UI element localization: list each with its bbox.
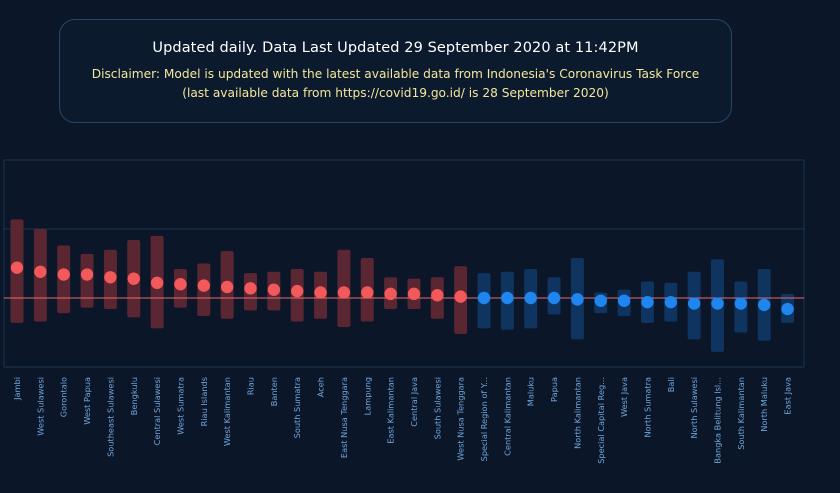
data-point xyxy=(524,291,537,305)
data-point xyxy=(571,293,584,306)
x-tick-label: West Java xyxy=(619,377,629,417)
x-tick-label: East Nusa Tenggara xyxy=(339,377,349,458)
disclaimer-text: Disclaimer: Model is updated with the la… xyxy=(60,65,731,103)
confidence-band xyxy=(80,253,94,308)
data-point xyxy=(734,297,748,310)
data-point xyxy=(267,283,281,296)
data-point xyxy=(431,289,444,302)
data-point xyxy=(127,272,140,285)
x-tick-label: North Maluku xyxy=(759,377,769,432)
data-point xyxy=(454,290,467,303)
data-point xyxy=(291,284,304,298)
chart-grid xyxy=(3,159,805,368)
x-tick-labels: Jambi West Sulawesi Gorontalo West Papua Sou… xyxy=(12,377,793,464)
data-point xyxy=(781,302,794,316)
x-tick-label: North Sumatra xyxy=(642,377,652,437)
x-tick-label: South Sulawesi xyxy=(432,377,442,439)
x-tick-label: Papua xyxy=(549,377,559,402)
data-point xyxy=(594,294,607,307)
x-tick-label: Riau Islands xyxy=(199,377,209,426)
data-point xyxy=(244,282,257,295)
data-point xyxy=(80,268,94,281)
data-point xyxy=(104,271,117,284)
disclaimer-line-1: Disclaimer: Model is updated with the la… xyxy=(91,67,700,81)
x-tick-label: Maluku xyxy=(526,377,536,406)
disclaimer-line-2: (last available data from https://covid1… xyxy=(182,86,609,100)
x-tick-label: West Kalimantan xyxy=(222,377,232,446)
data-point xyxy=(711,297,724,310)
data-point xyxy=(174,278,187,291)
x-tick-label: Riau xyxy=(246,377,256,395)
x-tick-label: West Papua xyxy=(82,377,92,425)
data-point xyxy=(687,297,701,310)
x-tick-label: West Sulawesi xyxy=(35,377,45,436)
data-point xyxy=(501,291,514,305)
data-point xyxy=(641,295,654,309)
x-tick-label: Banten xyxy=(269,377,279,406)
x-tick-label: South Sumatra xyxy=(292,377,302,438)
data-point xyxy=(314,286,327,299)
x-tick-label: Bengkulu xyxy=(129,377,139,415)
data-point xyxy=(384,287,397,301)
data-point xyxy=(361,286,374,299)
confidence-bands xyxy=(10,219,795,352)
data-point xyxy=(10,261,24,274)
plot-frame xyxy=(3,159,805,368)
x-tick-label: Aceh xyxy=(316,377,326,397)
data-points xyxy=(10,261,794,316)
last-updated-text: Updated daily. Data Last Updated 29 Sept… xyxy=(152,40,639,56)
data-point xyxy=(57,268,70,281)
data-point xyxy=(617,294,631,307)
x-tick-label: North Kalimantan xyxy=(572,377,582,449)
data-point xyxy=(197,279,210,292)
x-tick-label: West Sumatra xyxy=(175,377,185,435)
x-tick-label: Central Sulawesi xyxy=(152,377,162,445)
x-tick-label: West Nusa Tenggara xyxy=(456,377,466,461)
x-tick-label: North Sulawesi xyxy=(689,377,699,438)
x-tick-label: Special Capital Reg... xyxy=(596,377,606,464)
x-tick-label: Gorontalo xyxy=(59,377,69,417)
data-point xyxy=(547,291,561,305)
x-tick-label: Southeast Sulawesi xyxy=(105,377,115,457)
data-point xyxy=(407,287,421,301)
data-point xyxy=(150,276,164,290)
data-point xyxy=(758,298,771,312)
data-point xyxy=(34,265,47,278)
data-point xyxy=(337,286,351,299)
x-tick-label: Special Region of Y... xyxy=(479,377,489,461)
x-tick-label: East Kalimantan xyxy=(386,377,396,444)
x-tick-label: Lampung xyxy=(362,377,372,415)
x-tick-label: Jambi xyxy=(12,377,22,401)
data-point xyxy=(664,295,677,309)
x-tick-label: South Kalimantan xyxy=(736,377,746,450)
x-tick-label: Bangka Belitung Isl... xyxy=(713,377,723,464)
x-tick-label: Central Kalimantan xyxy=(502,377,512,456)
x-tick-label: Bali xyxy=(666,377,676,392)
x-tick-label: Central Java xyxy=(409,377,419,427)
data-point xyxy=(477,291,491,305)
update-info-box: Updated daily. Data Last Updated 29 Sept… xyxy=(59,19,732,123)
data-point xyxy=(220,280,234,294)
x-tick-label: East Java xyxy=(783,377,793,415)
